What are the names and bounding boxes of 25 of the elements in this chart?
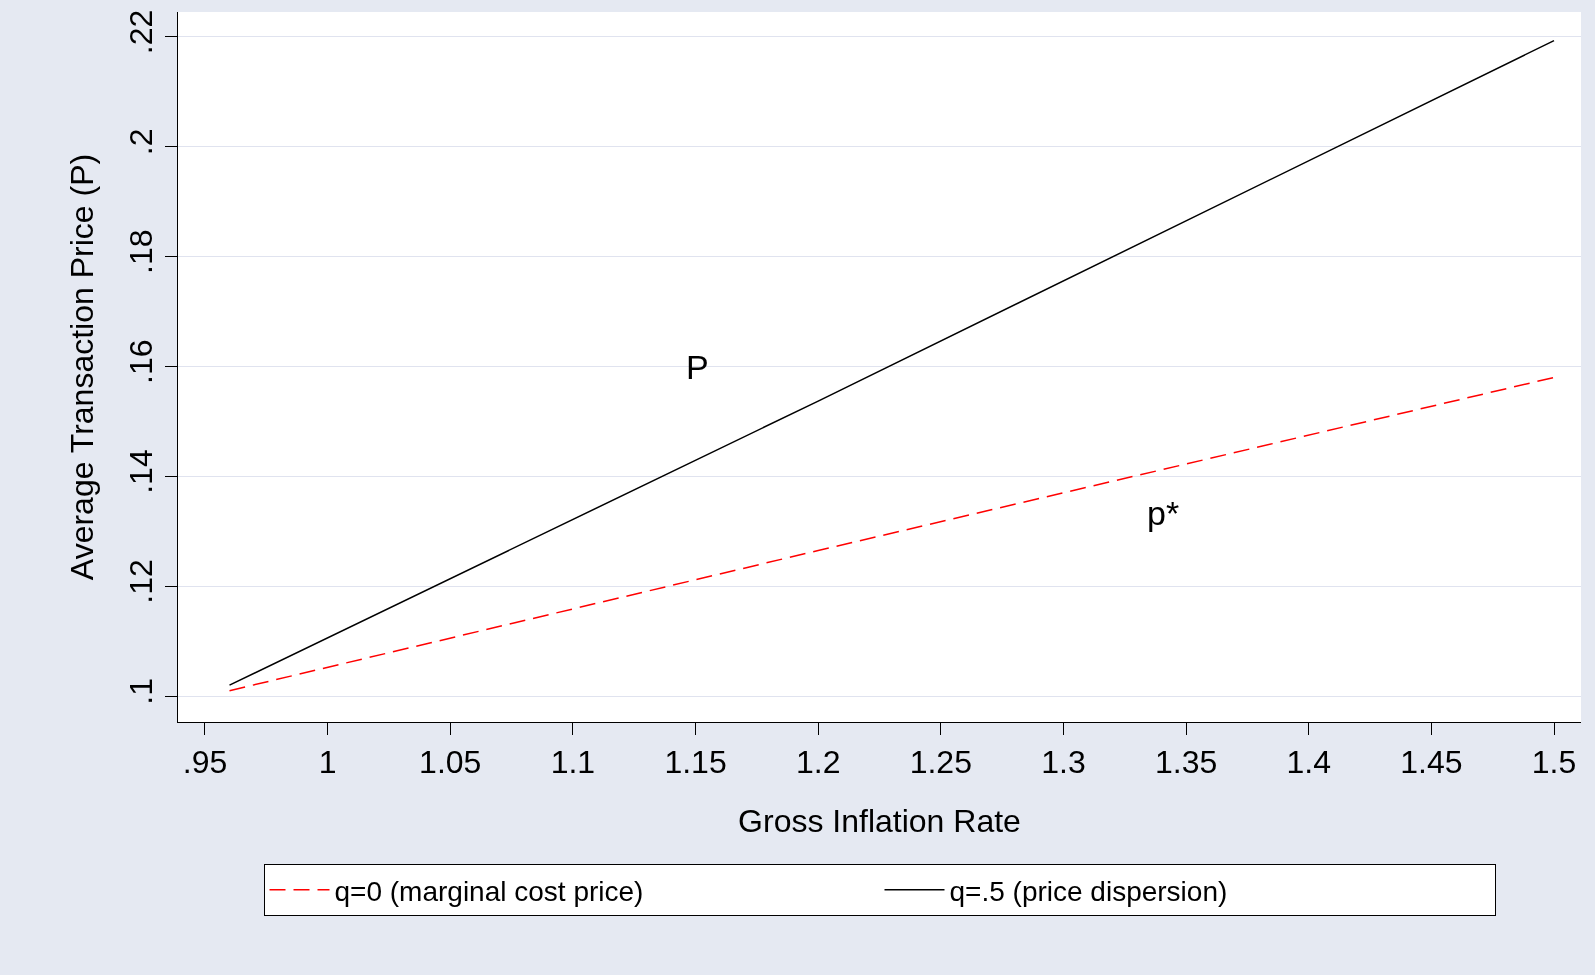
x-tick-label: 1 [318,744,337,781]
x-tick-label: 1.05 [419,744,482,781]
x-tick-label: 1.2 [795,744,841,781]
x-tick-label: 1.15 [664,744,727,781]
x-axis-title: Gross Inflation Rate [738,803,1021,840]
annotation: p* [1147,494,1180,532]
y-tick-label: .16 [123,339,160,384]
legend-label: q=.5 (price dispersion) [949,875,1228,907]
y-tick-label: .1 [123,678,160,705]
y-tick-label: .22 [123,9,160,55]
y-tick-label: .12 [123,559,160,604]
y-tick-label: .2 [123,128,160,156]
x-tick-label: 1.45 [1400,744,1463,781]
legend-label: q=0 (marginal cost price) [334,875,644,907]
x-tick-label: .95 [182,744,228,781]
x-tick-label: 1.5 [1531,744,1577,781]
y-tick-label: .14 [123,449,160,494]
x-tick-label: 1.25 [909,744,972,781]
annotation: P [686,348,709,386]
x-tick-label: 1.4 [1286,744,1331,781]
y-axis-title: Average Transaction Price (P) [63,153,100,581]
y-tick-label: .18 [123,229,160,274]
x-tick-label: 1.3 [1041,744,1086,781]
x-tick-label: 1.35 [1154,744,1218,781]
x-tick-label: 1.1 [550,744,596,781]
